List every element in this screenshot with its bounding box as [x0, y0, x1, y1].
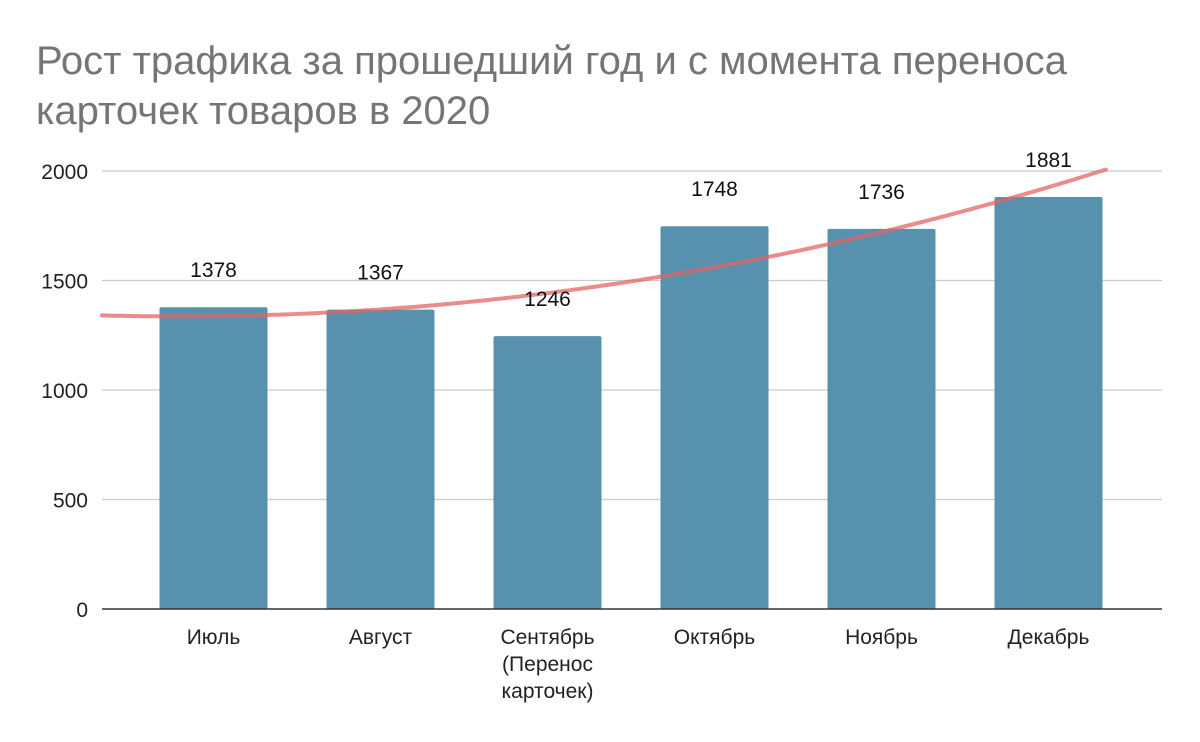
y-tick-label: 500 [53, 490, 88, 513]
labels: 0 500 1000 1500 2000 1378 Июль 1367 Август 1246 Се… [41, 149, 1089, 703]
bar [326, 309, 435, 609]
x-tick-label: Декабрь [1008, 626, 1090, 649]
y-tick-label: 0 [76, 599, 88, 622]
y-tick-label: 1500 [41, 271, 88, 294]
x-tick-label: Октябрь [674, 626, 755, 649]
bar-series [159, 197, 1103, 610]
y-tick-label: 2000 [41, 161, 88, 184]
trendline-layer [100, 167, 1108, 319]
data-label: 1378 [190, 259, 237, 282]
x-tick-label: Сентябрь (Перенос карточек) [500, 626, 594, 703]
y-tick-label: 1000 [41, 380, 88, 403]
data-label: 1736 [858, 181, 905, 204]
bar [493, 336, 602, 609]
chart-title: Рост трафика за прошедший год и с момент… [36, 39, 1067, 133]
bar [159, 307, 268, 609]
bar [827, 228, 936, 610]
data-label: 1881 [1025, 149, 1072, 172]
x-tick-label: Август [349, 626, 413, 649]
bar [994, 197, 1103, 609]
data-label: 1367 [357, 262, 404, 285]
data-label: 1748 [691, 178, 738, 201]
bar [660, 226, 769, 610]
x-tick-label: Июль [187, 626, 241, 649]
x-tick-label: Ноябрь [845, 626, 918, 649]
data-label: 1246 [524, 288, 571, 311]
trendline [100, 167, 1108, 319]
